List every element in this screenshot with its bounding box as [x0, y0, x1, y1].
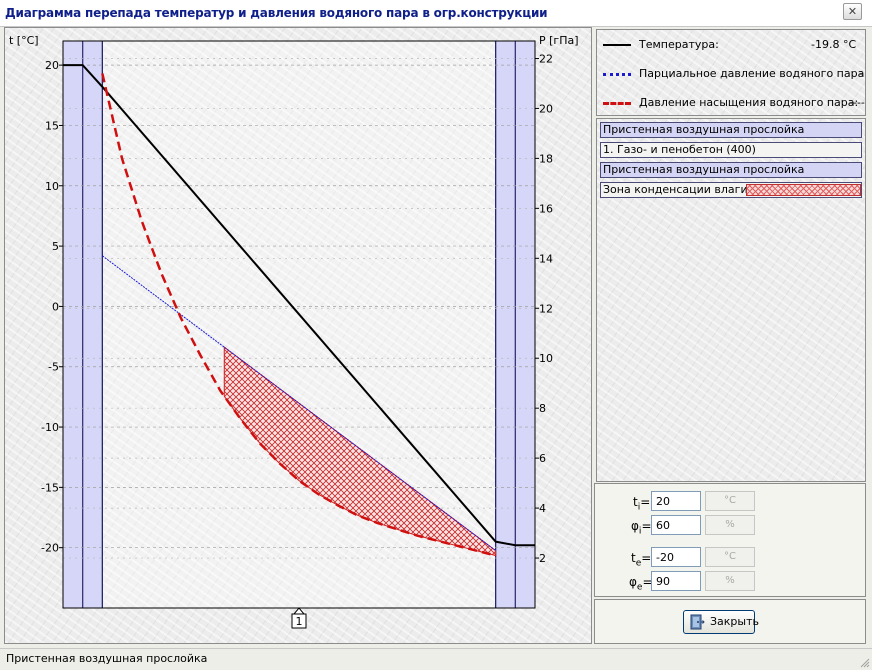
right-tick-label: 22 — [539, 52, 553, 65]
window-close-button[interactable]: ✕ — [843, 3, 862, 20]
left-tick-label: -20 — [41, 542, 59, 555]
legend-temperature-label: Температура: — [639, 38, 719, 51]
layer-label: 1. Газо- и пенобетон (400) — [603, 143, 756, 156]
legend-partial-pressure-label: Парциальное давление водяного пара: — [639, 67, 865, 80]
temperature-line-swatch — [603, 44, 631, 46]
phi-e-unit: % — [705, 571, 755, 591]
legend-saturation-pressure: Давление насыщения водяного пара: ---- — [601, 96, 865, 110]
condensation-zone-label: Зона конденсации влаги -> — [603, 183, 765, 196]
left-tick-label: 15 — [45, 119, 59, 132]
right-tick-label: 10 — [539, 352, 553, 365]
condensation-zone-legend: Зона конденсации влаги -> — [600, 182, 862, 198]
ti-input[interactable]: 20 — [651, 491, 701, 511]
diagram-panel: t [°C] P [гПа] 20 15 10 5 0 -5 -10 -15 -20 22 20 18 16… — [4, 27, 592, 644]
close-icon: ✕ — [847, 5, 858, 18]
layer-label: Пристенная воздушная прослойка — [603, 163, 805, 176]
temperature-pressure-chart: t [°C] P [гПа]20151050-5-10-15-2022201816… — [9, 34, 579, 629]
right-tick-label: 8 — [539, 402, 546, 415]
layer-item-outer-air[interactable]: Пристенная воздушная прослойка — [600, 162, 862, 178]
close-button-label: Закрыть — [710, 615, 759, 628]
right-tick-label: 12 — [539, 302, 553, 315]
phi-i-input[interactable]: 60 — [651, 515, 701, 535]
parameters-panel: ti= 20 °C φi= 60 % te= -20 °C φe= 90 % — [594, 483, 866, 597]
resize-grip-icon[interactable] — [860, 658, 870, 668]
legend-panel: Температура: -19.8 °C Парциальное давлен… — [596, 29, 866, 116]
phi-i-unit: % — [705, 515, 755, 535]
left-tick-label: 20 — [45, 59, 59, 72]
section-marker-label: 1 — [296, 615, 303, 628]
close-panel: Закрыть — [594, 599, 866, 644]
saturation-pressure-line-swatch — [603, 102, 631, 105]
legend-temperature: Температура: -19.8 °C — [601, 38, 863, 52]
right-tick-label: 20 — [539, 102, 553, 115]
legend-partial-pressure-value: - — [859, 67, 863, 80]
status-bar: Пристенная воздушная прослойка — [0, 648, 872, 670]
right-tick-label: 6 — [539, 452, 546, 465]
window-title: Диаграмма перепада температур и давления… — [5, 6, 548, 20]
partial-pressure-line-swatch — [603, 73, 631, 76]
left-tick-label: 10 — [45, 180, 59, 193]
plot-background — [63, 41, 535, 608]
left-tick-label: -5 — [48, 361, 59, 374]
layer-item-material[interactable]: 1. Газо- и пенобетон (400) — [600, 142, 862, 158]
right-tick-label: 14 — [539, 252, 553, 265]
outer-side-zone — [514, 40, 536, 609]
legend-partial-pressure: Парциальное давление водяного пара: - — [601, 67, 865, 81]
phi-e-input[interactable]: 90 — [651, 571, 701, 591]
close-button[interactable]: Закрыть — [683, 610, 759, 634]
inner-air-zone — [82, 40, 103, 609]
section-marker-box — [291, 613, 307, 629]
layer-item-inner-air[interactable]: Пристенная воздушная прослойка — [600, 122, 862, 138]
partial-pressure-line — [102, 255, 496, 551]
layers-panel: Пристенная воздушная прослойка 1. Газо- … — [596, 118, 866, 482]
condensation-hatch-swatch — [746, 184, 861, 196]
right-tick-label: 18 — [539, 152, 553, 165]
legend-saturation-pressure-label: Давление насыщения водяного пара: — [639, 96, 859, 109]
legend-saturation-pressure-value: ---- — [849, 96, 865, 109]
te-label: te= — [631, 551, 652, 569]
te-unit: °C — [705, 547, 755, 567]
right-tick-label: 4 — [539, 502, 546, 515]
left-tick-label: 0 — [52, 300, 59, 313]
ti-label: ti= — [633, 495, 651, 513]
inner-side-zone — [62, 40, 84, 609]
right-tick-label: 2 — [539, 552, 546, 565]
te-input[interactable]: -20 — [651, 547, 701, 567]
phi-e-label: φe= — [629, 575, 653, 593]
left-tick-label: -15 — [41, 481, 59, 494]
left-axis-title: t [°C] — [9, 34, 39, 47]
temperature-line — [63, 64, 535, 547]
ti-unit: °C — [705, 491, 755, 511]
phi-i-label: φi= — [631, 519, 652, 537]
door-icon — [690, 614, 705, 630]
saturation-pressure-line — [101, 73, 496, 557]
left-tick-label: 5 — [52, 240, 59, 253]
outer-air-zone — [495, 40, 516, 609]
layer-label: Пристенная воздушная прослойка — [603, 123, 805, 136]
right-tick-label: 16 — [539, 202, 553, 215]
legend-temperature-value: -19.8 °C — [811, 38, 857, 51]
left-tick-label: -10 — [41, 421, 59, 434]
title-bar: Диаграмма перепада температур и давления… — [0, 0, 872, 27]
section-marker-pointer — [292, 607, 306, 615]
right-axis-title: P [гПа] — [539, 34, 579, 47]
status-text: Пристенная воздушная прослойка — [6, 652, 208, 665]
